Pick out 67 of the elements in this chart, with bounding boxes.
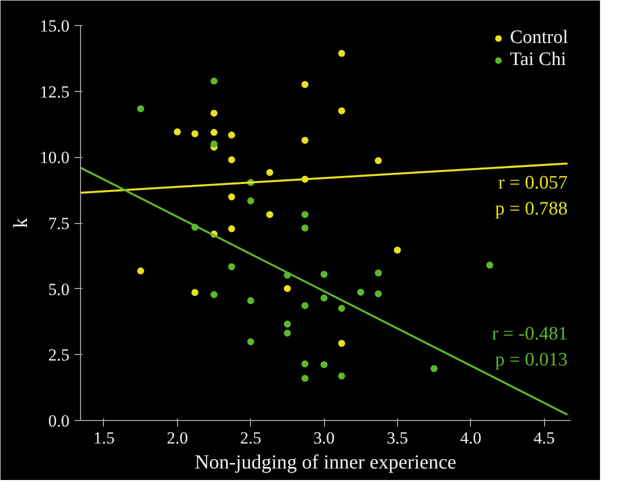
y-tick-label: 7.5	[48, 214, 70, 233]
x-tick-label: 4.0	[460, 428, 482, 448]
point	[137, 105, 144, 112]
point	[228, 132, 236, 139]
point	[228, 263, 236, 270]
x-tick-label: 3.5	[386, 428, 408, 448]
annotation: p = 0.013	[495, 350, 568, 371]
point	[247, 297, 254, 304]
point	[320, 270, 328, 278]
point	[284, 285, 291, 292]
point	[284, 320, 291, 328]
x-tick-label: 4.5	[533, 428, 555, 448]
legend-label: Control	[510, 27, 568, 49]
point	[301, 80, 308, 88]
point	[210, 110, 218, 117]
point	[301, 302, 308, 310]
y-tick-label: 10.0	[40, 148, 70, 168]
point	[191, 130, 198, 138]
point	[228, 193, 236, 200]
x-axis-title: Non-judging of inner experience	[194, 452, 456, 474]
annotation: r = -0.481	[492, 324, 568, 345]
point	[320, 294, 328, 302]
x-tick-label: 1.5	[93, 428, 115, 448]
x-tick-label: 2.5	[240, 428, 262, 448]
point	[338, 340, 346, 347]
point	[191, 289, 198, 296]
x-tick-label: 2.0	[166, 428, 188, 448]
point	[266, 211, 274, 218]
point	[320, 361, 328, 368]
point	[338, 50, 346, 57]
y-tick-label: 5.0	[48, 280, 70, 299]
point	[266, 168, 274, 176]
y-axis-title: k	[10, 218, 32, 228]
point	[228, 156, 236, 164]
x-tick-label: 3.0	[313, 428, 335, 448]
point	[338, 107, 346, 114]
point	[247, 338, 254, 346]
point	[338, 372, 346, 380]
point	[284, 330, 291, 337]
point	[374, 157, 382, 164]
point	[137, 267, 144, 274]
point	[338, 304, 346, 312]
y-tick-label: 15.0	[40, 16, 70, 36]
annotation: p = 0.788	[495, 198, 568, 220]
legend-label: Tai Chi	[510, 49, 566, 71]
point	[374, 290, 382, 298]
point	[210, 140, 218, 148]
point	[301, 211, 308, 218]
point	[228, 225, 236, 232]
point	[394, 246, 401, 254]
point	[247, 197, 254, 204]
point	[430, 365, 438, 372]
annotation: r = 0.057	[498, 172, 568, 194]
point	[210, 291, 218, 298]
point	[174, 128, 181, 136]
point	[301, 224, 308, 232]
point	[301, 360, 308, 368]
point	[301, 374, 308, 382]
y-tick-label: 12.5	[40, 82, 70, 102]
point	[210, 128, 218, 136]
point	[486, 262, 494, 269]
y-tick-label: 0.0	[48, 412, 70, 430]
point	[210, 78, 218, 85]
point	[357, 288, 364, 296]
y-tick-label: 2.5	[48, 346, 70, 365]
point	[301, 136, 308, 144]
point	[374, 270, 382, 277]
